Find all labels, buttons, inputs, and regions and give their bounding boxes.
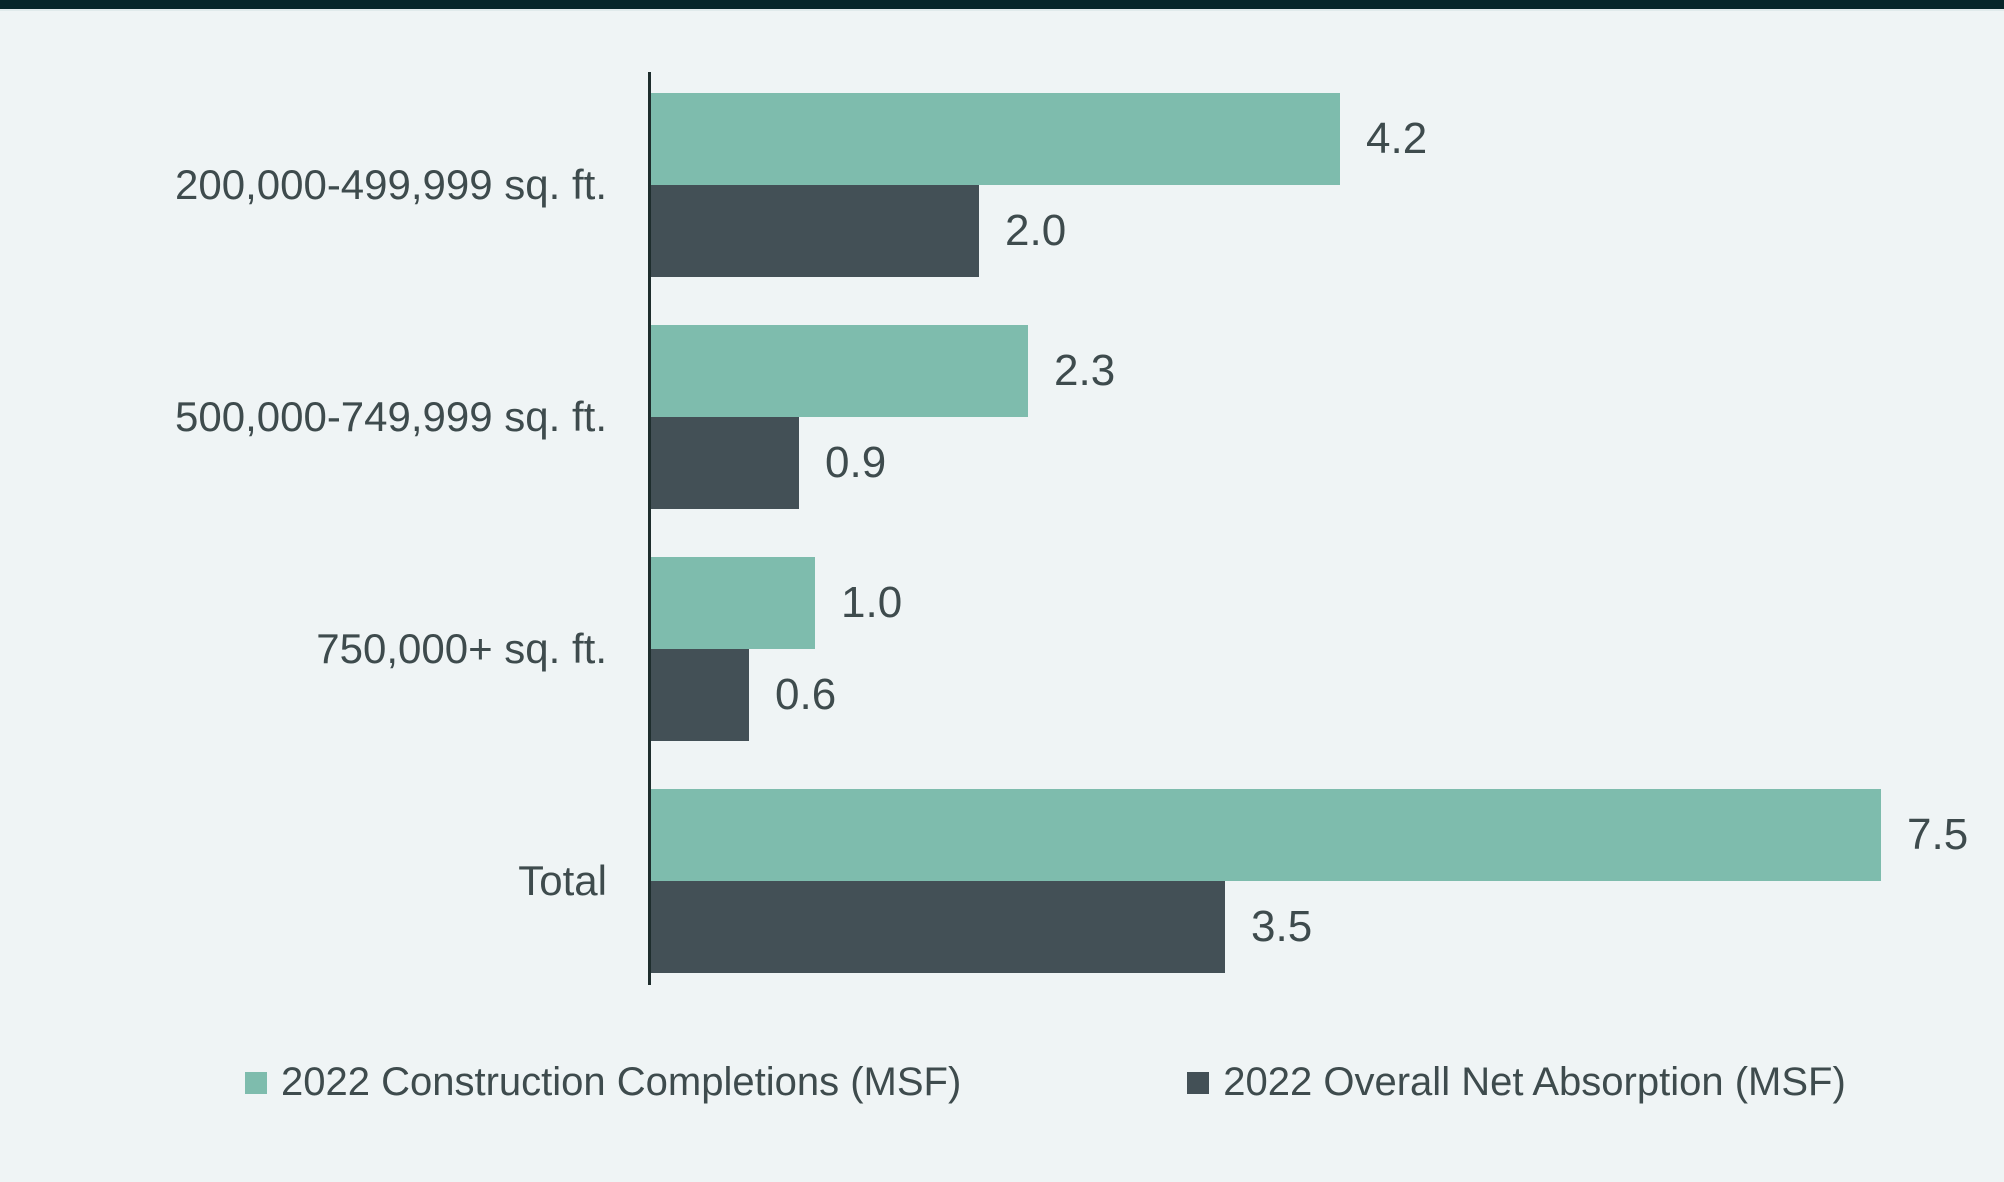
bar-row: 2.0 xyxy=(651,185,2004,277)
value-label: 3.5 xyxy=(1251,902,1313,951)
value-label: 7.5 xyxy=(1907,810,1969,859)
value-label: 4.2 xyxy=(1366,114,1428,163)
category-label: 200,000-499,999 sq. ft. xyxy=(175,160,607,208)
category-label: 750,000+ sq. ft. xyxy=(316,624,607,672)
bar-net-absorption xyxy=(651,881,1225,973)
value-label: 0.9 xyxy=(825,438,887,487)
legend-swatch-icon xyxy=(1187,1071,1210,1094)
value-label: 2.3 xyxy=(1054,346,1116,395)
bars-cell: 1.0 0.6 xyxy=(649,557,2004,741)
bar-row: 2.3 xyxy=(651,325,2004,417)
bar-construction-completions xyxy=(651,93,1340,185)
category-label: 500,000-749,999 sq. ft. xyxy=(175,392,607,440)
value-label: 2.0 xyxy=(1005,206,1067,255)
bar-net-absorption xyxy=(651,417,799,509)
legend-label: 2022 Overall Net Absorption (MSF) xyxy=(1223,1060,1846,1104)
bar-group: 500,000-749,999 sq. ft. 2.3 0.9 xyxy=(0,325,2004,509)
bar-net-absorption xyxy=(651,649,749,741)
bar-row: 0.6 xyxy=(651,649,2004,741)
legend-item-construction-completions: 2022 Construction Completions (MSF) xyxy=(245,1060,961,1105)
bar-construction-completions xyxy=(651,557,815,649)
bar-construction-completions xyxy=(651,325,1028,417)
category-label: Total xyxy=(518,856,607,904)
legend-label: 2022 Construction Completions (MSF) xyxy=(281,1060,962,1104)
bar-net-absorption xyxy=(651,185,979,277)
bar-row: 1.0 xyxy=(651,557,2004,649)
bar-row: 7.5 xyxy=(651,789,2004,881)
bars-cell: 2.3 0.9 xyxy=(649,325,2004,509)
plot-area: 200,000-499,999 sq. ft. 4.2 2.0 500,000-749… xyxy=(0,72,2004,985)
bars-cell: 7.5 3.5 xyxy=(649,789,2004,973)
bar-row: 0.9 xyxy=(651,417,2004,509)
bar-group: 750,000+ sq. ft. 1.0 0.6 xyxy=(0,557,2004,741)
bar-row: 3.5 xyxy=(651,881,2004,973)
bar-construction-completions xyxy=(651,789,1881,881)
bar-groups: 200,000-499,999 sq. ft. 4.2 2.0 500,000-749… xyxy=(0,72,2004,973)
bars-cell: 4.2 2.0 xyxy=(649,93,2004,277)
bar-group: Total 7.5 3.5 xyxy=(0,789,2004,973)
value-label: 1.0 xyxy=(841,578,903,627)
top-border xyxy=(0,0,2004,11)
bar-group: 200,000-499,999 sq. ft. 4.2 2.0 xyxy=(0,93,2004,277)
legend-swatch-icon xyxy=(245,1071,267,1094)
value-label: 0.6 xyxy=(775,670,837,719)
y-axis-line xyxy=(648,72,651,985)
grouped-bar-chart: 200,000-499,999 sq. ft. 4.2 2.0 500,000-749… xyxy=(0,11,2004,1105)
legend-item-net-absorption: 2022 Overall Net Absorption (MSF) xyxy=(1187,1060,1846,1105)
bar-row: 4.2 xyxy=(651,93,2004,185)
legend: 2022 Construction Completions (MSF) 2022 … xyxy=(0,1060,2004,1105)
chart-figure: 200,000-499,999 sq. ft. 4.2 2.0 500,000-749… xyxy=(0,0,2004,1105)
